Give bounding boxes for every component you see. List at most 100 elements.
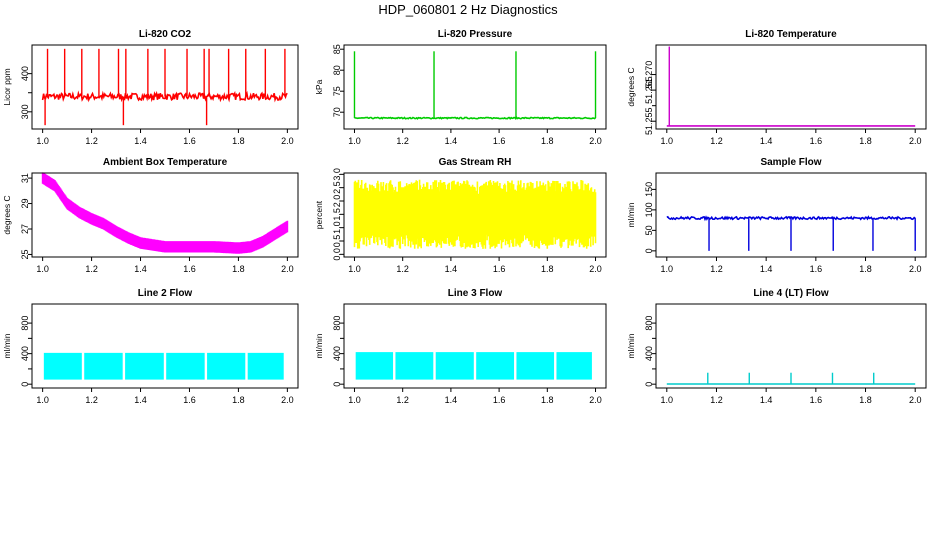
x-tick-label: 1.6: [183, 264, 196, 274]
x-tick-label: 1.0: [348, 136, 361, 146]
flow-block: [435, 352, 474, 380]
x-tick-label: 1.6: [810, 395, 823, 405]
x-tick-label: 2.0: [589, 264, 602, 274]
plot-frame: [343, 172, 607, 258]
flow-block: [556, 352, 592, 380]
panel-title: Line 3 Flow: [448, 288, 503, 299]
x-tick-label: 1.0: [661, 136, 674, 146]
panel-licor_temp: Li-820 Temperature 1.0 1.2 1.4 1.6 1.8 2.0 51.2…: [626, 29, 927, 146]
plot-frame: [31, 172, 299, 258]
flow-block: [125, 352, 164, 380]
figure-title: HDP_060801 2 Hz Diagnostics: [378, 2, 558, 17]
y-tick-label: 50: [644, 225, 654, 235]
series-band: [41, 172, 289, 254]
y-axis-label: ml/min: [2, 333, 12, 358]
panel-co2: Li-820 CO2 1.0 1.2 1.4 1.6 1.8 2.0 300 400 Licor …: [2, 29, 299, 146]
plot-frame: [31, 44, 299, 130]
x-tick-label: 1.4: [134, 136, 147, 146]
panel-sample_flow: Sample Flow 1.0 1.2 1.4 1.6 1.8 2.0 0 50 100 150 ml…: [626, 157, 927, 274]
panel-title: Line 4 (LT) Flow: [753, 288, 829, 299]
x-tick-label: 2.0: [589, 136, 602, 146]
x-tick-label: 1.8: [859, 395, 872, 405]
y-tick-label: 0: [644, 248, 654, 253]
plot-frame: [655, 303, 927, 389]
y-tick-label: 0: [332, 382, 342, 387]
x-tick-label: 1.2: [85, 395, 98, 405]
flow-block: [84, 352, 123, 380]
flow-block: [395, 352, 434, 380]
y-axis-label: degrees C: [2, 195, 12, 234]
y-tick-label: 150: [644, 182, 654, 197]
x-tick-label: 1.2: [396, 264, 409, 274]
x-tick-label: 1.8: [541, 264, 554, 274]
plot-frame: [343, 44, 607, 130]
y-tick-label: 400: [20, 66, 30, 81]
x-tick-label: 1.6: [493, 136, 506, 146]
y-tick-label: 1.5: [332, 208, 342, 221]
panel-title: Sample Flow: [760, 157, 821, 168]
y-tick-label: 400: [644, 346, 654, 361]
x-tick-label: 2.0: [281, 395, 294, 405]
x-tick-label: 1.4: [760, 395, 773, 405]
x-tick-label: 1.8: [859, 136, 872, 146]
y-axis-label: percent: [314, 200, 324, 229]
x-tick-label: 1.2: [710, 136, 723, 146]
panel-title: Line 2 Flow: [138, 288, 193, 299]
panel-line4: Line 4 (LT) Flow 1.0 1.2 1.4 1.6 1.8 2.0 0 400 80…: [626, 288, 927, 405]
y-tick-label: 0.0: [332, 248, 342, 261]
flow-block: [43, 352, 82, 380]
flow-block: [355, 352, 394, 380]
series-line: [354, 116, 596, 120]
x-tick-label: 1.8: [232, 136, 245, 146]
x-tick-label: 2.0: [909, 395, 922, 405]
y-axis-label: degrees C: [626, 67, 636, 106]
y-tick-label: 0.5: [332, 235, 342, 248]
x-tick-label: 1.2: [85, 264, 98, 274]
x-tick-label: 1.4: [445, 264, 458, 274]
x-tick-label: 1.0: [661, 264, 674, 274]
panel-title: Gas Stream RH: [439, 157, 512, 168]
y-tick-label: 2.5: [332, 181, 342, 194]
x-tick-label: 1.2: [396, 136, 409, 146]
x-tick-label: 1.8: [541, 395, 554, 405]
x-tick-label: 1.0: [661, 395, 674, 405]
panel-title: Li-820 CO2: [139, 29, 192, 40]
panel-line3: Line 3 Flow 1.0 1.2 1.4 1.6 1.8 2.0 0 400 800 ml/m…: [314, 288, 607, 405]
flow-block: [476, 352, 515, 380]
y-tick-label: 80: [332, 65, 342, 75]
x-tick-label: 1.6: [810, 136, 823, 146]
y-tick-label: 2.0: [332, 195, 342, 208]
y-tick-label: 300: [20, 104, 30, 119]
y-tick-label: 25: [20, 249, 30, 259]
y-tick-label: 85: [332, 44, 342, 54]
y-tick-label: 0: [644, 382, 654, 387]
y-tick-label: 800: [332, 316, 342, 331]
y-tick-label: 3.0: [332, 168, 342, 181]
x-tick-label: 2.0: [909, 136, 922, 146]
x-tick-label: 1.0: [36, 136, 49, 146]
y-tick-label: 31: [20, 173, 30, 183]
series-line: [666, 215, 916, 222]
x-tick-label: 2.0: [589, 395, 602, 405]
panel-title: Ambient Box Temperature: [103, 157, 228, 168]
x-tick-label: 1.4: [445, 136, 458, 146]
flow-block: [207, 352, 246, 380]
y-tick-label: 0: [20, 382, 30, 387]
panel-rh: Gas Stream RH1.0 1.2 1.4 1.6 1.8 2.00.00.51.0…: [314, 157, 607, 274]
y-tick-label: 800: [644, 316, 654, 331]
x-tick-label: 1.2: [85, 136, 98, 146]
y-tick-label: 51.270: [644, 61, 654, 89]
x-tick-label: 2.0: [281, 264, 294, 274]
y-tick-label: 400: [20, 346, 30, 361]
plot-frame: [343, 303, 607, 389]
x-tick-label: 1.8: [232, 395, 245, 405]
x-tick-label: 1.4: [760, 264, 773, 274]
x-tick-label: 1.4: [445, 395, 458, 405]
flow-block: [247, 352, 284, 380]
x-tick-label: 1.6: [493, 395, 506, 405]
y-tick-label: 51.265: [644, 76, 654, 104]
panel-box_temp: Ambient Box Temperature 1.0 1.2 1.4 1.6 1.8 2.…: [2, 157, 299, 274]
y-axis-label: kPa: [314, 79, 324, 94]
flow-block: [516, 352, 555, 380]
